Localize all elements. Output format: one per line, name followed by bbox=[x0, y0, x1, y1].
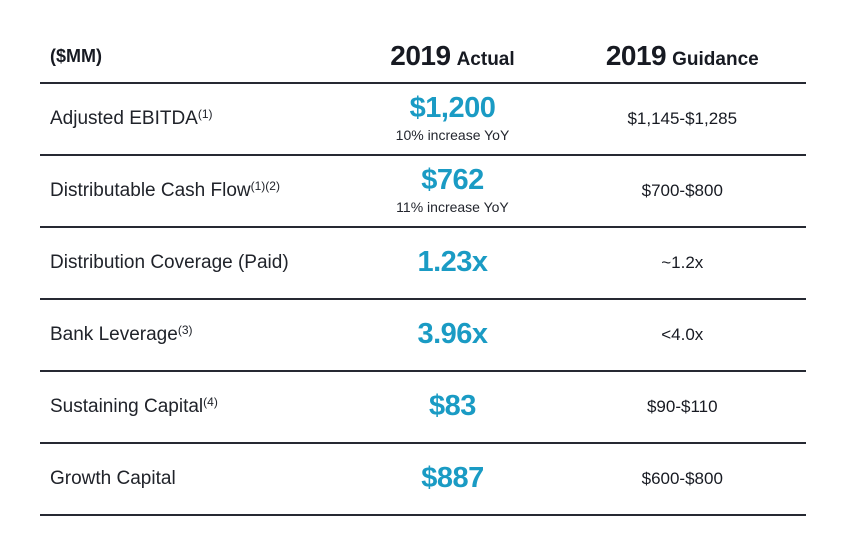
guidance-value: $700-$800 bbox=[641, 181, 723, 200]
metric-label: Bank Leverage(3) bbox=[40, 324, 346, 346]
metric-label: Distribution Coverage (Paid) bbox=[40, 252, 346, 274]
table-row-distributable-cash-flow: Distributable Cash Flow(1)(2) $762 11% i… bbox=[40, 156, 806, 228]
actual-value: $1,200 bbox=[409, 92, 496, 125]
table-header-row: ($MM) 2019 Actual 2019 Guidance bbox=[40, 30, 806, 84]
metric-name: Growth Capital bbox=[50, 468, 176, 489]
actual-cell: 3.96x bbox=[346, 317, 558, 352]
footnote-marker: (3) bbox=[177, 323, 193, 337]
actual-note: 10% increase YoY bbox=[395, 127, 510, 144]
metric-name: Distributable Cash Flow bbox=[50, 180, 251, 201]
guidance-year: 2019 bbox=[605, 40, 667, 71]
actual-cell: $1,200 10% increase YoY bbox=[346, 93, 558, 144]
actual-cell: $887 bbox=[346, 461, 558, 496]
metric-name: Bank Leverage bbox=[50, 324, 178, 345]
table-row-growth-capital: Growth Capital $887 $600-$800 bbox=[40, 444, 806, 516]
actual-year: 2019 bbox=[390, 40, 451, 71]
metric-label: Adjusted EBITDA(1) bbox=[40, 108, 346, 130]
actual-label: Actual bbox=[456, 49, 515, 70]
actual-value: 3.96x bbox=[417, 317, 488, 350]
unit-label: ($MM) bbox=[50, 45, 102, 66]
guidance-value: <4.0x bbox=[661, 325, 704, 344]
financial-summary-table: ($MM) 2019 Actual 2019 Guidance Adjusted E… bbox=[40, 30, 806, 516]
guidance-value: $1,145-$1,285 bbox=[627, 109, 738, 128]
actual-cell: $83 bbox=[346, 389, 558, 424]
actual-cell: $762 11% increase YoY bbox=[346, 165, 558, 216]
guidance-value: $600-$800 bbox=[641, 469, 723, 488]
table-row-bank-leverage: Bank Leverage(3) 3.96x <4.0x bbox=[40, 300, 806, 372]
guidance-value: ~1.2x bbox=[661, 253, 704, 272]
metric-name: Distribution Coverage (Paid) bbox=[50, 252, 289, 273]
metric-label: Distributable Cash Flow(1)(2) bbox=[40, 180, 346, 202]
metric-label: Sustaining Capital(4) bbox=[40, 396, 346, 418]
footnote-marker: (1) bbox=[197, 107, 213, 121]
actual-value: $83 bbox=[429, 389, 476, 422]
footnote-marker: (4) bbox=[203, 395, 218, 409]
table-row-sustaining-capital: Sustaining Capital(4) $83 $90-$110 bbox=[40, 372, 806, 444]
table-row-distribution-coverage: Distribution Coverage (Paid) 1.23x ~1.2x bbox=[40, 228, 806, 300]
actual-cell: 1.23x bbox=[346, 245, 558, 280]
header-guidance-cell: 2019 Guidance bbox=[559, 40, 806, 72]
table-row-adjusted-ebitda: Adjusted EBITDA(1) $1,200 10% increase Y… bbox=[40, 84, 806, 156]
footnote-marker: (1)(2) bbox=[250, 179, 280, 193]
actual-value: 1.23x bbox=[417, 245, 488, 278]
metric-name: Adjusted EBITDA bbox=[50, 108, 198, 129]
metric-name: Sustaining Capital bbox=[50, 396, 204, 417]
guidance-label: Guidance bbox=[672, 49, 759, 70]
guidance-value: $90-$110 bbox=[646, 397, 718, 416]
actual-note: 11% increase YoY bbox=[396, 199, 509, 216]
actual-value: $887 bbox=[421, 461, 484, 494]
actual-value: $762 bbox=[421, 164, 484, 197]
header-actual-cell: 2019 Actual bbox=[346, 40, 558, 72]
header-unit-cell: ($MM) bbox=[40, 46, 346, 67]
metric-label: Growth Capital bbox=[40, 468, 346, 490]
